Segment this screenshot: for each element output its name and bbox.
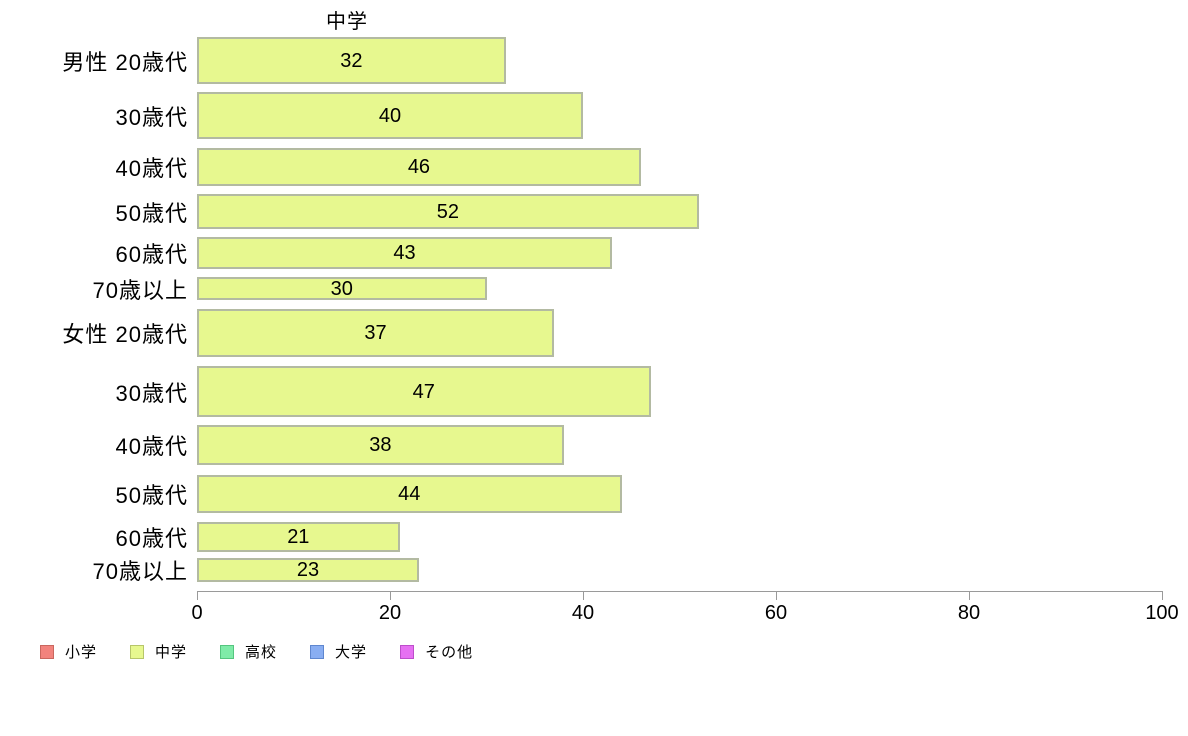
x-axis-tick: [776, 591, 777, 600]
legend-item[interactable]: その他: [400, 641, 473, 662]
legend-item-label: 大学: [335, 644, 368, 661]
bar[interactable]: 30: [197, 277, 487, 300]
legend: 小学 中学 高校 大学 その他: [40, 641, 473, 662]
legend-item-label: 中学: [155, 644, 188, 661]
x-axis-tick-label: 0: [191, 602, 203, 624]
category-label: 50歳代: [115, 483, 188, 508]
category-label: 70歳以上: [92, 559, 188, 584]
x-axis-tick: [969, 591, 970, 600]
x-axis-tick: [1162, 591, 1163, 600]
bar[interactable]: 52: [197, 194, 699, 229]
bar-value-label: 46: [407, 156, 431, 178]
x-axis-line: [197, 591, 1163, 592]
bar[interactable]: 37: [197, 309, 555, 357]
bar-value-label: 30: [330, 277, 353, 300]
bar[interactable]: 40: [197, 92, 583, 139]
category-label: 50歳代: [115, 200, 188, 226]
category-label: 男性 20歳代: [62, 49, 188, 75]
x-axis-tick: [583, 591, 584, 600]
bar[interactable]: 47: [197, 366, 651, 417]
bar-value-label: 40: [378, 104, 402, 127]
bar[interactable]: 43: [197, 237, 612, 269]
legend-item[interactable]: 小学: [40, 641, 97, 662]
bar[interactable]: 21: [197, 522, 400, 552]
bar[interactable]: 44: [197, 475, 622, 513]
category-label: 30歳代: [115, 380, 188, 406]
legend-item-label: 高校: [245, 644, 278, 661]
legend-item[interactable]: 高校: [220, 641, 277, 662]
bar[interactable]: 32: [197, 37, 506, 84]
legend-item-label: その他: [425, 644, 474, 661]
bar-value-label: 38: [369, 434, 392, 456]
bar-value-label: 32: [340, 49, 363, 72]
legend-swatch-icon: [40, 644, 54, 659]
chart-title: 中学: [326, 11, 368, 33]
bar[interactable]: 23: [197, 558, 419, 582]
legend-swatch-icon: [220, 644, 235, 659]
legend-item[interactable]: 中学: [130, 641, 187, 662]
category-label: 60歳代: [115, 526, 188, 551]
category-label: 40歳代: [115, 156, 188, 181]
category-label: 女性 20歳代: [62, 322, 188, 347]
legend-swatch-icon: [400, 644, 415, 659]
bar-value-label: 47: [412, 380, 435, 403]
bar-value-label: 44: [398, 483, 421, 505]
category-label: 30歳代: [115, 104, 188, 130]
x-axis-tick-label: 60: [764, 602, 788, 624]
bar-value-label: 43: [393, 242, 416, 264]
bar-value-label: 23: [296, 559, 320, 581]
bar[interactable]: 38: [197, 425, 564, 465]
legend-swatch-icon: [310, 644, 325, 659]
legend-item[interactable]: 大学: [310, 641, 367, 662]
x-axis-tick: [197, 591, 198, 600]
x-axis-tick-label: 40: [571, 602, 595, 624]
bar[interactable]: 46: [197, 148, 641, 186]
category-label: 60歳代: [115, 242, 188, 267]
category-label: 70歳以上: [92, 277, 188, 303]
bar-value-label: 21: [287, 526, 310, 548]
x-axis-tick-label: 20: [378, 602, 402, 624]
category-label: 40歳代: [115, 434, 188, 459]
legend-item-label: 小学: [65, 644, 98, 661]
x-axis-tick-label: 80: [957, 602, 981, 624]
x-axis-tick-label: 100: [1145, 602, 1179, 624]
legend-swatch-icon: [130, 644, 145, 659]
bar-value-label: 52: [436, 200, 460, 223]
bar-value-label: 37: [364, 322, 387, 344]
x-axis-tick: [390, 591, 391, 600]
